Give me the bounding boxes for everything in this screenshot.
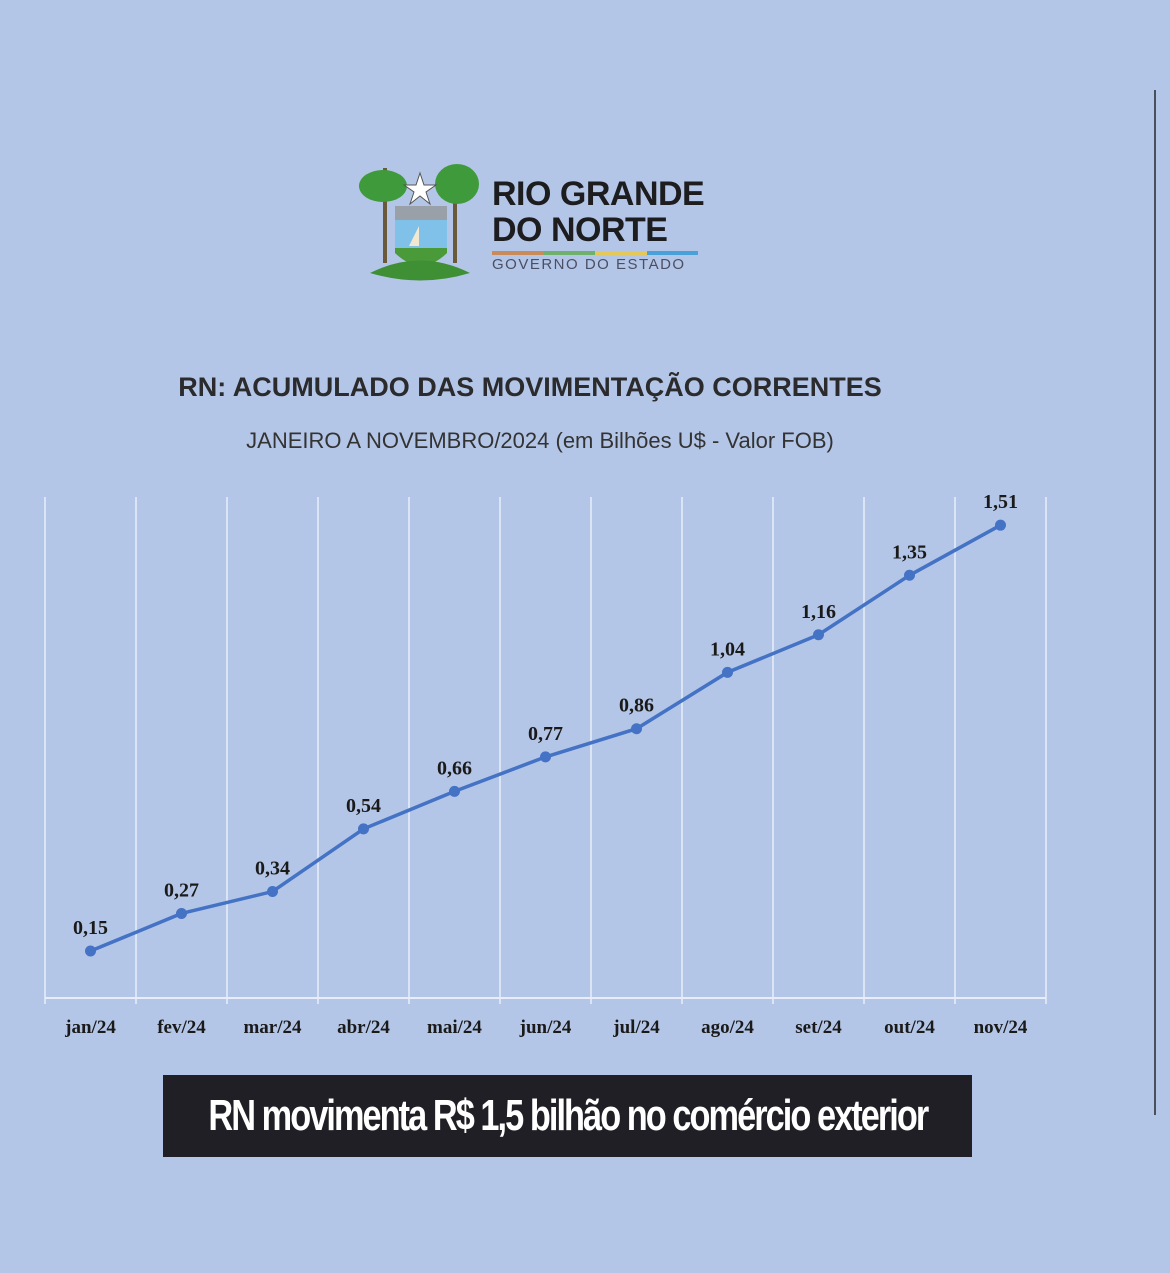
x-tick-label: ago/24 [701,1017,754,1038]
logo-line2: DO NORTE [492,211,668,249]
data-point [722,666,733,678]
headline-banner: RN movimenta R$ 1,5 bilhão no comércio e… [163,1075,972,1157]
x-tick-label: jun/24 [519,1017,572,1038]
rn-government-logo: RIO GRANDE DO NORTE GOVERNO DO ESTADO [355,158,705,293]
headline-text: RN movimenta R$ 1,5 bilhão no comércio e… [208,1091,929,1140]
chart-subtitle: JANEIRO A NOVEMBRO/2024 (em Bilhões U$ -… [246,428,834,453]
x-tick-label: mar/24 [243,1017,302,1038]
x-tick-label: out/24 [884,1017,935,1038]
data-label: 0,15 [73,917,108,939]
x-tick-label: jul/24 [612,1017,660,1038]
logo-line1: RIO GRANDE [492,175,705,213]
x-tick-label: mai/24 [427,1017,482,1038]
data-point [176,907,187,919]
data-point [358,823,369,835]
data-label: 1,04 [710,638,745,660]
data-point [904,569,915,581]
data-point [995,519,1006,531]
data-label: 1,16 [801,601,836,623]
data-point [449,785,460,797]
data-point [267,886,278,898]
data-label: 0,54 [346,795,381,817]
data-point [85,945,96,957]
data-label: 1,51 [983,491,1018,513]
data-point [813,629,824,641]
data-label: 0,77 [528,723,563,745]
x-tick-label: abr/24 [337,1017,390,1038]
data-label: 0,86 [619,695,654,717]
divider-line [1154,90,1156,1115]
logo-line3: GOVERNO DO ESTADO [492,256,686,273]
data-label: 1,35 [892,541,927,563]
x-tick-label: fev/24 [157,1017,206,1038]
logo-color-bar [492,251,698,255]
data-label: 0,27 [164,879,199,901]
data-point [631,723,642,735]
x-tick-label: set/24 [795,1017,842,1038]
coat-of-arms-icon [359,164,479,281]
chart-title: RN: ACUMULADO DAS MOVIMENTAÇÃO CORRENTES [178,372,882,402]
x-tick-label: jan/24 [64,1017,116,1038]
data-label: 0,34 [255,858,290,880]
data-label: 0,66 [437,757,472,779]
x-tick-label: nov/24 [974,1017,1028,1038]
line-chart: 0,15 jan/24 0,27 fev/24 0,34 mar/24 0,54 abr/24… [44,491,1047,1038]
data-point [540,751,551,763]
